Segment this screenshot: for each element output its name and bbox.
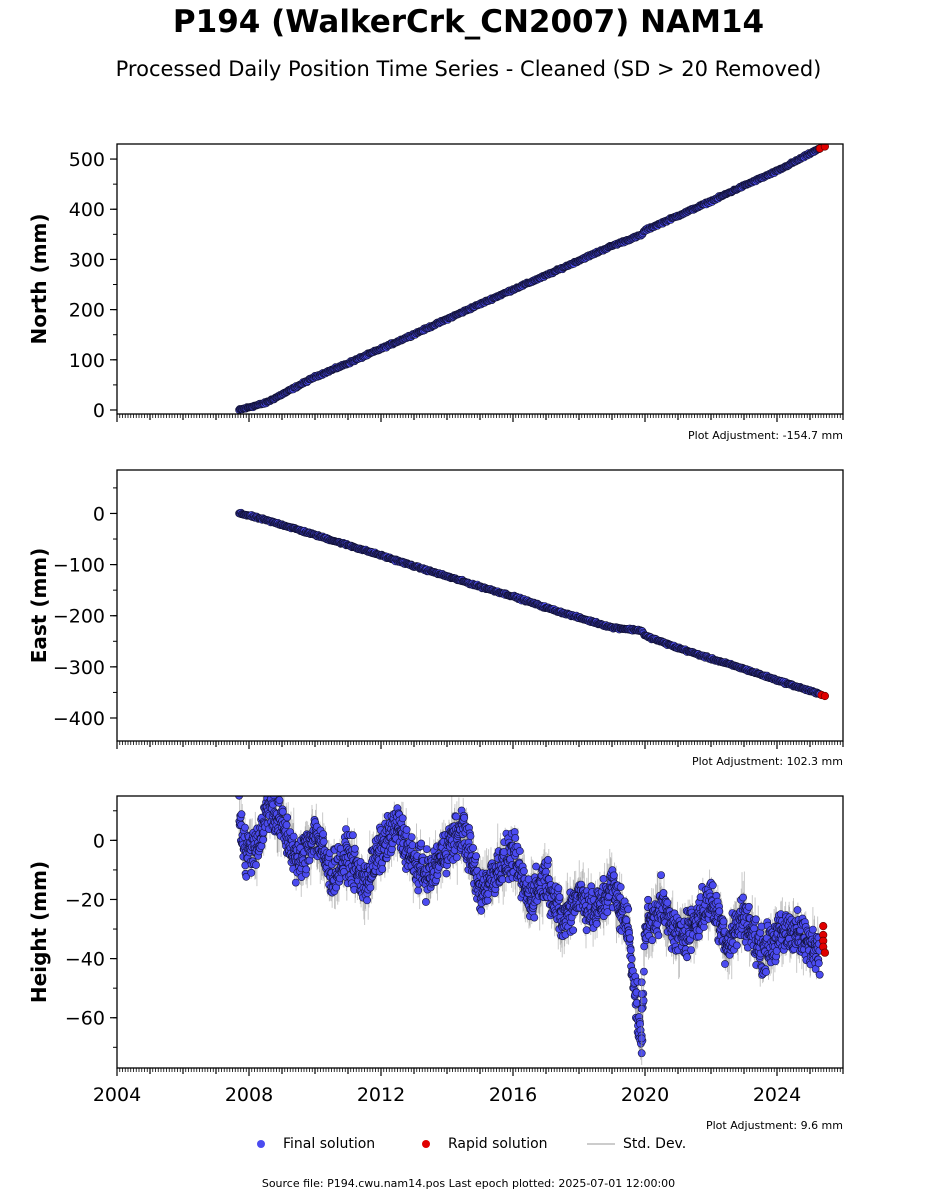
final-solution-point [466, 832, 475, 840]
final-solution-point [291, 878, 300, 887]
y-tick-label: −200 [53, 606, 105, 628]
y-tick-label: 100 [69, 350, 105, 372]
east-final-points [235, 508, 824, 699]
final-solution-point [520, 867, 528, 876]
north-final-points [235, 144, 824, 414]
final-solution-point [472, 852, 480, 861]
y-tick-label: −300 [53, 657, 105, 679]
final-solution-point [363, 896, 371, 905]
final-solution-point [530, 913, 539, 922]
final-solution-point [544, 856, 552, 864]
final-solution-point [289, 832, 298, 841]
final-solution-point [398, 814, 407, 823]
final-solution-point [319, 837, 328, 846]
final-solution-point [241, 823, 249, 832]
y-tick-label: 200 [69, 300, 105, 322]
final-solution-point [252, 861, 260, 869]
y-tick-label: −100 [53, 555, 105, 577]
final-solution-point [350, 844, 359, 853]
final-solution-point [269, 796, 278, 800]
final-solution-point [237, 810, 246, 819]
north-plot-area [235, 144, 829, 414]
east-plot-area [235, 508, 830, 701]
y-tick-label: 0 [93, 503, 105, 525]
final-solution-point [402, 825, 411, 834]
north-panel: 0 100 200 300 400 500 North (mm) [27, 143, 844, 422]
north-rapid-points [815, 144, 829, 153]
y-tick-label: 500 [69, 149, 105, 171]
final-solution-point [452, 853, 461, 862]
east-rapid-points [817, 690, 830, 701]
y-tick-label: 400 [69, 199, 105, 221]
final-solution-point [366, 883, 375, 892]
final-solution-point [407, 833, 416, 841]
height-plot-area [235, 796, 830, 1066]
east-axes-frame [116, 469, 844, 742]
final-solution-point [319, 830, 328, 838]
final-solution-point [515, 847, 524, 855]
final-solution-point [421, 898, 430, 906]
final-solution-point [511, 834, 520, 842]
final-solution-point [275, 796, 284, 804]
final-solution-point [259, 835, 268, 844]
east-panel: 0 −100 −200 −300 −400 East (mm) [27, 469, 844, 749]
height-final-points [235, 796, 824, 1066]
final-solution-point [278, 807, 287, 816]
final-solution-point [555, 893, 564, 901]
final-solution-point [442, 869, 451, 878]
final-solution-point [348, 831, 357, 840]
chart-subtitle: Processed Daily Position Time Series - C… [115, 57, 822, 81]
final-solution-point [569, 926, 578, 935]
final-solution-point [283, 813, 292, 822]
final-solution-point [302, 865, 311, 874]
final-solution-point [469, 844, 477, 852]
final-solution-point [452, 812, 461, 821]
final-solution-point [414, 886, 423, 895]
final-solution-point [554, 884, 563, 893]
y-tick-label: −400 [53, 708, 105, 730]
final-solution-point [477, 906, 486, 915]
final-solution-point [268, 796, 272, 797]
north-axes-frame [116, 143, 844, 415]
final-solution-point [282, 821, 291, 829]
final-solution-point [242, 872, 251, 881]
final-solution-point [417, 839, 426, 848]
north-y-axis-label: North (mm) [27, 213, 51, 344]
final-solution-point [247, 868, 256, 877]
rapid-solution-point [820, 691, 830, 701]
final-solution-point [483, 896, 492, 905]
final-solution-point [378, 865, 387, 873]
final-solution-point [235, 796, 243, 800]
final-solution-point [460, 813, 469, 822]
y-tick-label: 0 [93, 400, 105, 422]
final-solution-point [422, 845, 431, 853]
final-solution-point [532, 862, 540, 871]
y-tick-label: 300 [69, 249, 105, 271]
rapid-solution-point [820, 144, 829, 151]
east-y-axis-label: East (mm) [27, 548, 51, 664]
chart-title: P194 (WalkerCrk_CN2007) NAM14 [172, 4, 765, 40]
